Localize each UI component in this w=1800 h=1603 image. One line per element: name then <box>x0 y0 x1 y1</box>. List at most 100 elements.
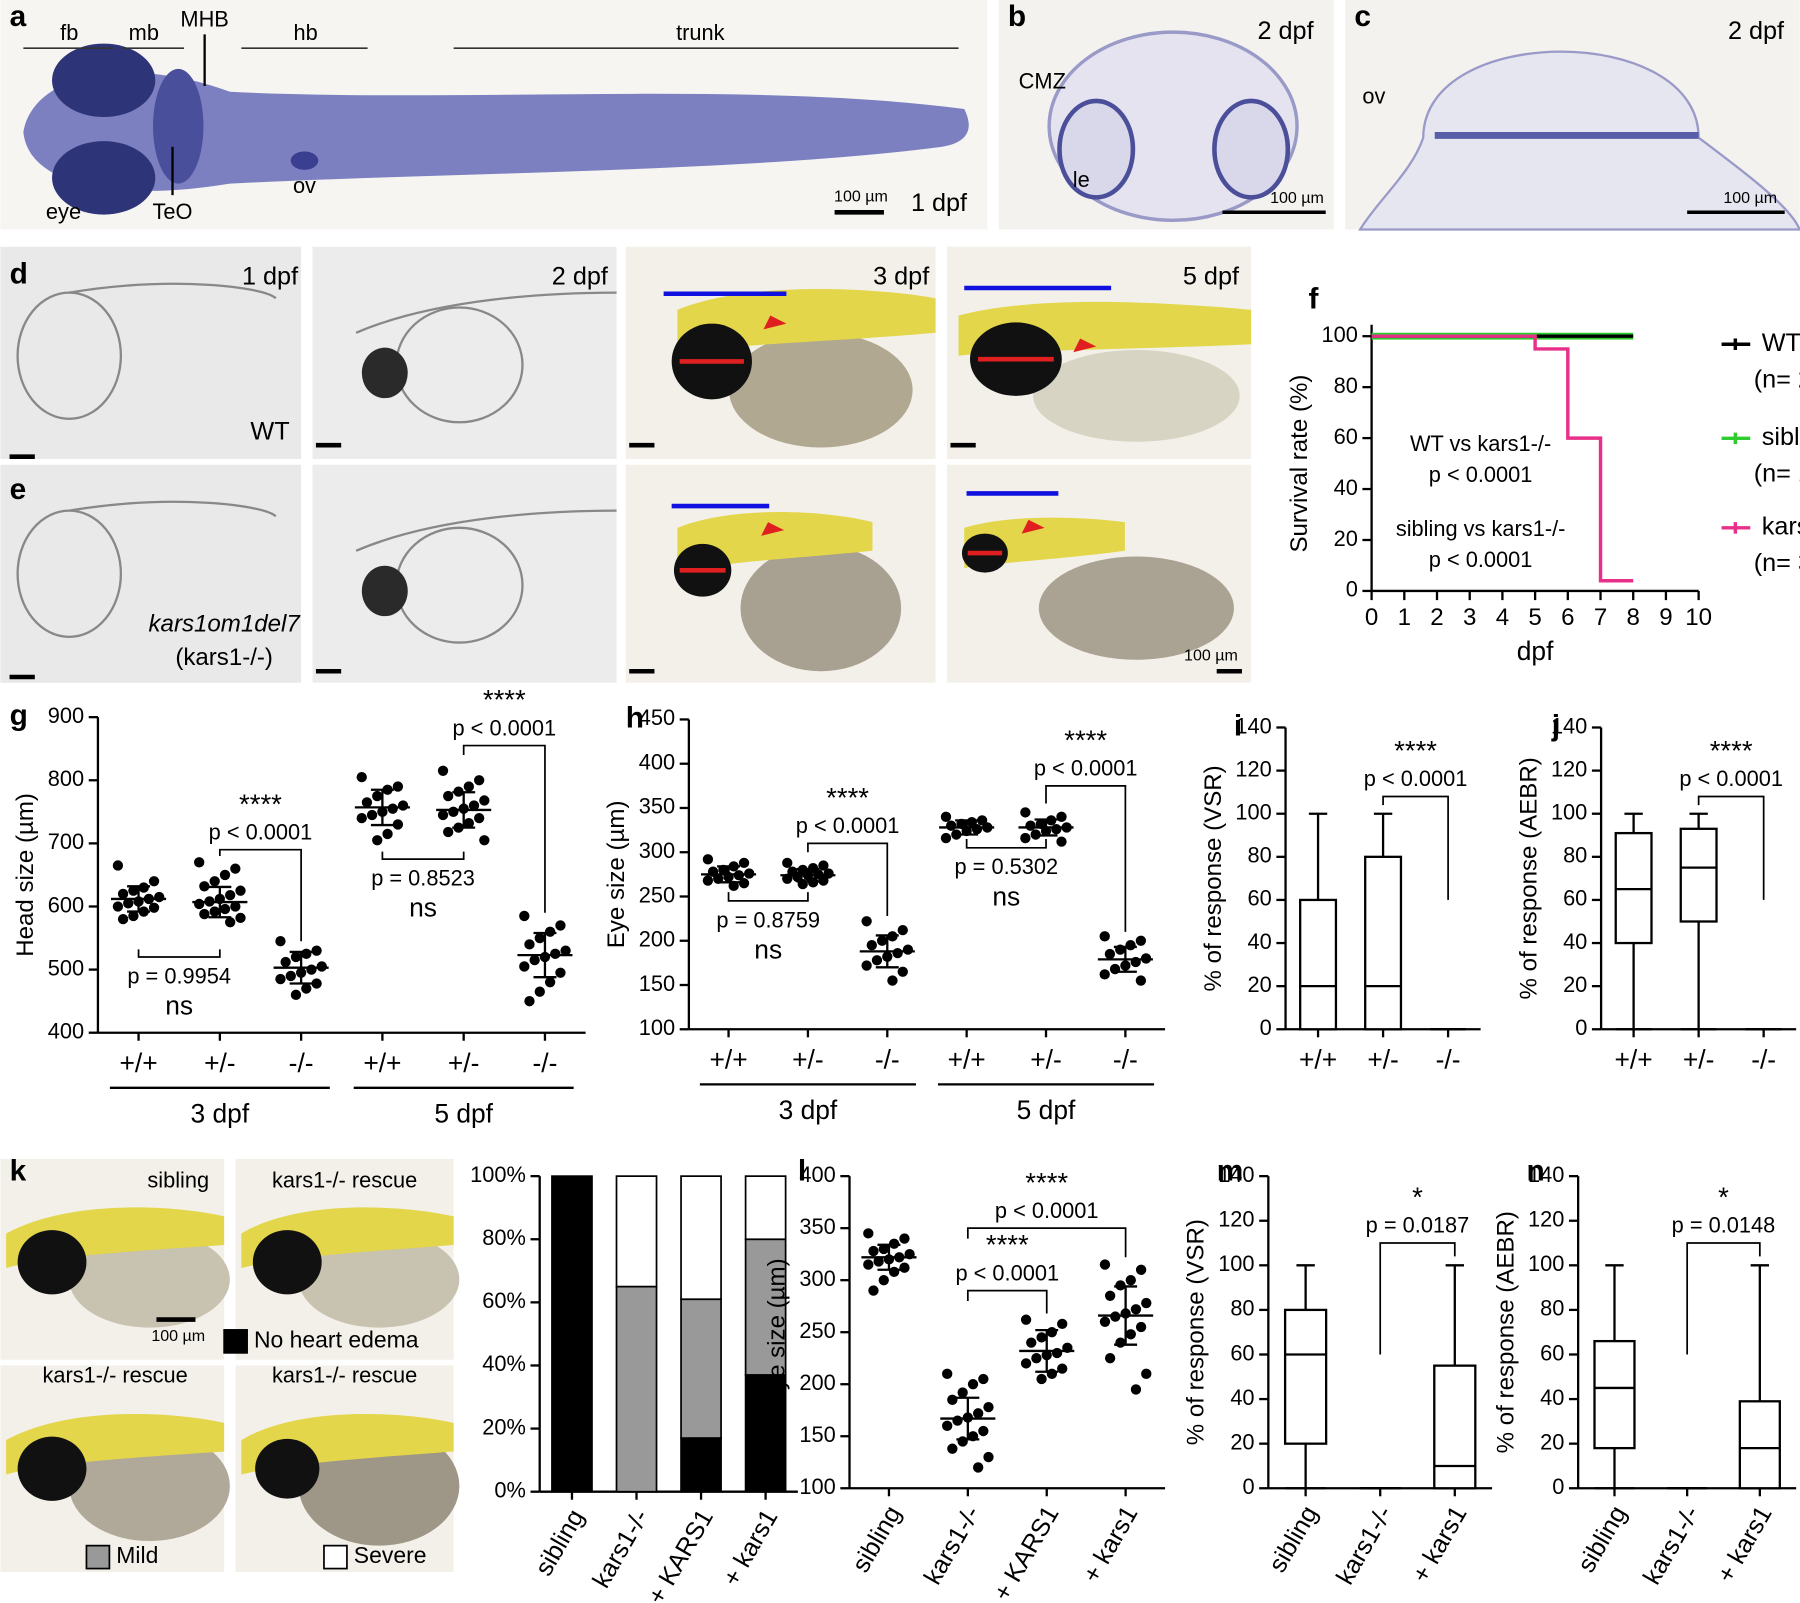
eye <box>52 43 156 118</box>
photo <box>312 464 617 683</box>
dot <box>983 1401 994 1413</box>
dot <box>290 951 302 963</box>
x-tick-label: 6 <box>1561 604 1574 631</box>
image-k: sibling kars1-/- rescue kars1-/- rescue … <box>0 1158 460 1573</box>
scale-label: 100 µm <box>1723 189 1777 207</box>
x-tick-label: +/- <box>448 1048 480 1078</box>
significance: **** <box>483 684 526 715</box>
dot <box>888 1266 900 1278</box>
scale-label: 100 µm <box>834 188 888 206</box>
bracket <box>1697 795 1765 900</box>
dot <box>952 1415 963 1426</box>
y-tick-label: 900 <box>48 703 84 728</box>
y-tick-label: 400 <box>48 1018 84 1043</box>
p-value: p = 0.0187 <box>1366 1213 1470 1238</box>
dot <box>1099 1316 1111 1327</box>
dot <box>123 898 134 909</box>
sd-bar <box>370 788 394 827</box>
bracket <box>727 892 809 902</box>
yolk <box>740 545 902 672</box>
otic-vesicle <box>290 151 319 170</box>
legend-label: WT <box>1762 329 1800 357</box>
panel-letter: h <box>626 701 644 734</box>
body <box>1033 349 1240 442</box>
dot <box>290 989 302 1001</box>
scale-label: 100 µm <box>1270 189 1324 207</box>
y-tick-label: 120 <box>1235 756 1271 781</box>
dot <box>112 860 124 871</box>
y-axis-label: Survival rate (%) <box>1286 375 1313 553</box>
dot <box>887 975 898 986</box>
dot <box>947 1394 958 1405</box>
whisker <box>1308 812 1328 900</box>
y-tick-label: 300 <box>639 838 675 863</box>
dot <box>971 824 983 835</box>
x-tick-label: +/+ <box>363 1048 401 1078</box>
label: kars1-/- rescue <box>272 1363 417 1388</box>
head-length-lines <box>663 285 1112 509</box>
sd-bar <box>875 934 899 969</box>
y-tick-label: 20 <box>1248 972 1272 997</box>
dot <box>519 910 530 922</box>
panel-letter: a <box>10 0 27 33</box>
dot <box>275 973 286 985</box>
dot <box>861 960 872 971</box>
y-axis-label: % of response (VSR) <box>1183 1219 1210 1445</box>
stage: 2 dpf <box>1257 17 1314 45</box>
dot <box>366 809 378 821</box>
bracket <box>1379 1242 1456 1355</box>
dot <box>702 854 714 865</box>
dot <box>973 1462 984 1473</box>
sd-bar <box>955 819 979 836</box>
y-tick-label: 20 <box>1230 1429 1254 1454</box>
stage: 1 dpf <box>242 262 299 290</box>
bar-segment <box>680 1437 722 1493</box>
dot <box>818 860 829 871</box>
sd-bar <box>533 931 557 979</box>
dot <box>524 939 535 950</box>
y-tick-label: 80 <box>1563 843 1587 868</box>
dot <box>967 1379 979 1390</box>
legend-label: Severe <box>354 1542 427 1568</box>
y-tick-label: 60% <box>482 1288 526 1313</box>
dot <box>474 775 485 786</box>
dot <box>524 995 535 1007</box>
x-tick-label: + kars1 <box>717 1505 783 1591</box>
p-value: p = 0.5302 <box>955 854 1059 879</box>
p-value: p < 0.0001 <box>452 715 556 740</box>
dot <box>983 1451 994 1463</box>
dot <box>866 940 877 951</box>
dot <box>1135 975 1147 986</box>
label: kars1-/- rescue <box>42 1363 187 1388</box>
y-tick-label: 120 <box>1218 1206 1254 1231</box>
x-tick-label: -/- <box>1436 1044 1461 1074</box>
dot <box>148 902 160 913</box>
dot <box>209 876 220 887</box>
significance: ns <box>165 990 193 1020</box>
dot <box>219 903 231 915</box>
significance: **** <box>826 782 869 813</box>
y-axis-label: Head size (µm) <box>12 793 39 957</box>
y-tick-label: 60 <box>1540 1340 1564 1365</box>
sd-bar <box>208 885 232 919</box>
dot <box>1125 940 1136 951</box>
dot <box>372 835 383 846</box>
scale-label: 100 µm <box>151 1327 205 1345</box>
whisker <box>1594 1448 1635 1490</box>
p-value: p < 0.0001 <box>1679 766 1783 791</box>
dot <box>1025 820 1036 831</box>
dot <box>899 1262 910 1273</box>
stage: 5 dpf <box>1183 262 1240 290</box>
y-tick-label: 40 <box>1334 475 1358 500</box>
label: eye <box>46 199 81 224</box>
dot <box>219 869 231 881</box>
image-c: c 2 dpf ov 100 µm <box>1345 0 1800 231</box>
dot <box>940 832 952 844</box>
annotation: sibling vs kars1-/- <box>1396 516 1566 541</box>
x-axis-label: dpf <box>1517 636 1554 666</box>
legend-n: (n= 252) <box>1754 366 1800 394</box>
p-value: p = 0.8759 <box>716 907 820 932</box>
bar-segment <box>680 1175 722 1301</box>
dot <box>861 916 872 927</box>
y-tick-label: 0 <box>1575 1015 1587 1040</box>
